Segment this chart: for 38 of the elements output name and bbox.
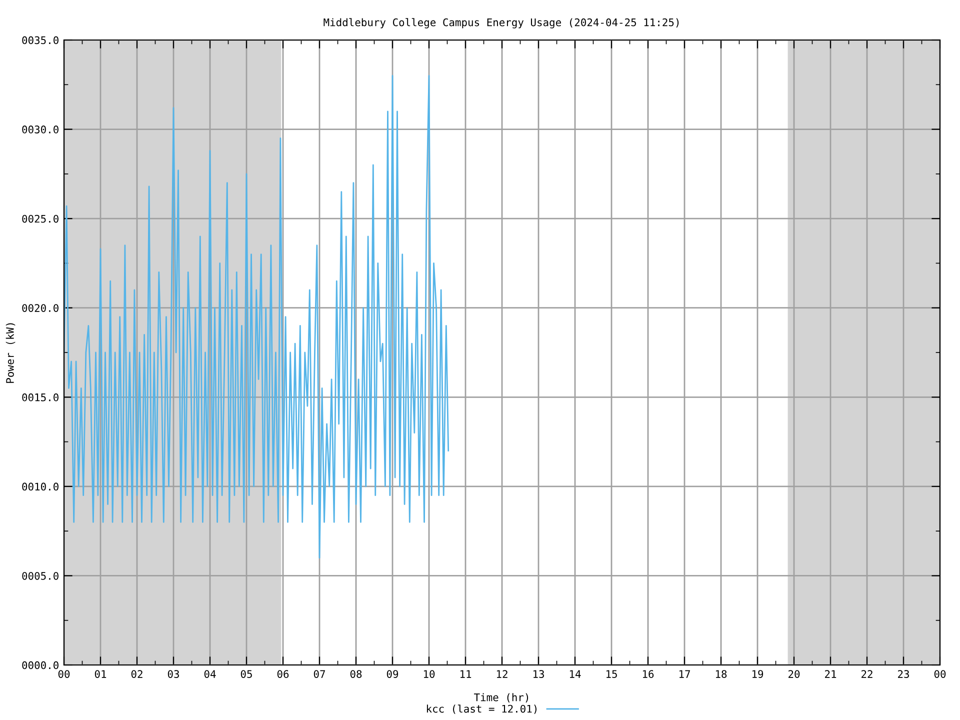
x-tick-label: 02 xyxy=(131,670,142,678)
y-tick-label: 0035.0 xyxy=(22,36,58,44)
y-tick-label: 0010.0 xyxy=(22,482,58,491)
x-tick-label: 21 xyxy=(825,670,836,678)
x-tick-label: 22 xyxy=(862,670,872,678)
x-tick-label: 03 xyxy=(168,670,179,678)
x-tick-label: 23 xyxy=(898,670,909,678)
x-tick-label: 04 xyxy=(204,670,216,678)
x-tick-label: 13 xyxy=(533,670,544,678)
y-tick-label: 0005.0 xyxy=(22,572,58,580)
y-axis-title: Power (kW) xyxy=(6,323,16,383)
x-tick-label: 12 xyxy=(496,670,508,678)
x-tick-label: 01 xyxy=(94,670,106,678)
x-tick-label: 09 xyxy=(386,670,398,678)
x-tick-label: 08 xyxy=(350,670,362,678)
y-tick-label: 0025.0 xyxy=(22,214,58,223)
chart-title: Middlebury College Campus Energy Usage (2024-04-25 11:25) xyxy=(324,18,679,28)
x-tick-label: 05 xyxy=(240,670,252,678)
y-tick-label: 0020.0 xyxy=(22,304,58,312)
y-tick-label: 0015.0 xyxy=(22,393,58,402)
x-tick-label: 14 xyxy=(570,670,581,678)
x-tick-label: 07 xyxy=(314,670,325,678)
x-axis-title: Time (hr) xyxy=(474,693,528,702)
y-tick-label: 0000.0 xyxy=(22,661,58,670)
x-tick-label: 16 xyxy=(642,670,654,678)
x-tick-label: 06 xyxy=(277,670,289,678)
y-tick-label: 0030.0 xyxy=(22,126,58,134)
x-tick-label: 17 xyxy=(679,670,690,678)
x-tick-label: 00 xyxy=(934,670,946,678)
line-series xyxy=(64,75,450,559)
x-tick-label: 20 xyxy=(788,670,800,678)
x-tick-label: 00 xyxy=(58,670,70,678)
x-tick-label: 10 xyxy=(424,670,435,678)
x-tick-label: 19 xyxy=(752,670,764,678)
legend-label: kcc (last = 12.01) xyxy=(426,704,536,714)
x-tick-label: 18 xyxy=(716,670,727,678)
x-tick-label: 11 xyxy=(460,670,472,678)
x-tick-label: 15 xyxy=(606,670,617,678)
